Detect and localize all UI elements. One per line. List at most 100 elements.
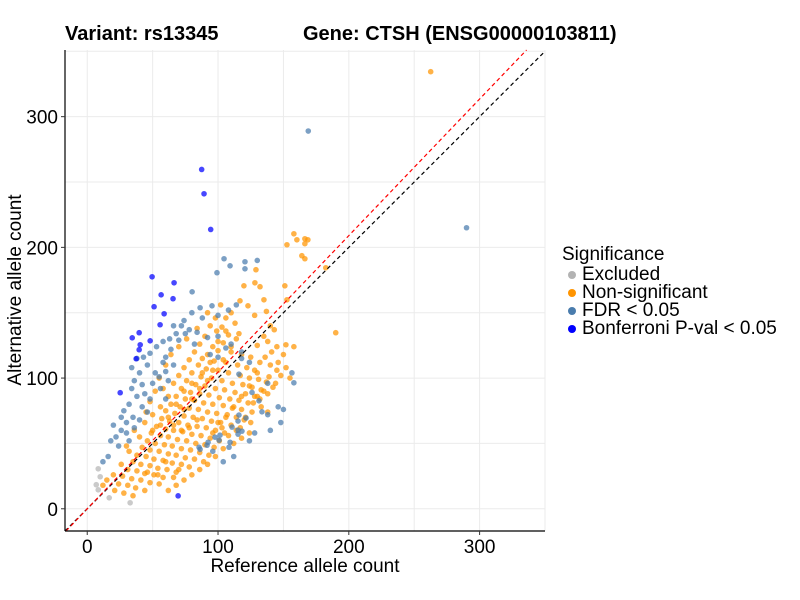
- data-point-non-significant: [191, 456, 198, 462]
- data-point-non-significant: [155, 465, 161, 472]
- data-point-non-significant: [253, 266, 259, 273]
- data-point-non-significant: [164, 466, 170, 473]
- data-point-non-significant: [118, 461, 125, 468]
- data-point-non-significant: [147, 462, 153, 469]
- data-point-fdr-0-05: [217, 432, 223, 438]
- data-point-non-significant: [219, 324, 225, 330]
- data-point-non-significant: [144, 469, 151, 475]
- data-point-non-significant: [242, 390, 249, 397]
- data-point-non-significant: [283, 341, 289, 348]
- data-point-non-significant: [172, 410, 178, 417]
- data-point-non-significant: [322, 264, 329, 271]
- data-point-fdr-0-05: [249, 389, 255, 396]
- data-point-fdr-0-05: [197, 446, 203, 453]
- data-point-non-significant: [168, 401, 174, 408]
- data-point-non-significant: [255, 376, 262, 383]
- data-point-non-significant: [302, 255, 308, 262]
- legend-marker-icon: [568, 271, 576, 279]
- data-point-non-significant: [100, 482, 106, 489]
- data-point-fdr-0-05: [128, 385, 135, 392]
- data-point-fdr-0-05: [199, 315, 206, 321]
- data-point-non-significant: [204, 461, 211, 468]
- data-point-excluded: [127, 499, 133, 506]
- data-point-fdr-0-05: [215, 333, 221, 340]
- axes: [61, 50, 545, 535]
- data-point-non-significant: [271, 326, 278, 333]
- data-point-non-significant: [181, 413, 187, 419]
- data-point-non-significant: [162, 407, 169, 414]
- legend-item: Non-significant: [562, 283, 777, 302]
- data-point-fdr-0-05: [264, 411, 271, 418]
- data-point-non-significant: [170, 427, 177, 434]
- data-point-non-significant: [155, 471, 161, 478]
- legend-item: Excluded: [562, 265, 777, 284]
- data-point-non-significant: [189, 380, 195, 387]
- data-point-fdr-0-05: [107, 438, 114, 444]
- data-point-fdr-0-05: [463, 224, 470, 231]
- data-point-non-significant: [189, 431, 195, 438]
- data-point-non-significant: [225, 370, 232, 376]
- data-point-fdr-0-05: [235, 418, 241, 424]
- data-point-fdr-0-05: [162, 368, 169, 375]
- data-point-non-significant: [160, 474, 166, 481]
- data-point-non-significant: [213, 410, 220, 417]
- data-point-excluded: [95, 487, 102, 493]
- data-point-fdr-0-05: [227, 439, 233, 446]
- data-point-non-significant: [213, 328, 220, 334]
- data-point-non-significant: [272, 380, 279, 387]
- legend-label: Bonferroni P-val < 0.05: [582, 318, 777, 339]
- data-point-non-significant: [141, 487, 148, 494]
- data-point-non-significant: [261, 333, 267, 340]
- data-point-non-significant: [189, 370, 195, 376]
- data-point-non-significant: [232, 320, 238, 326]
- data-point-fdr-0-05: [118, 414, 125, 421]
- data-point-non-significant: [173, 393, 179, 400]
- data-point-fdr-0-05: [264, 380, 271, 387]
- data-point-fdr-0-05: [182, 330, 189, 337]
- data-point-fdr-0-05: [243, 415, 249, 421]
- data-point-non-significant: [165, 487, 172, 494]
- data-point-fdr-0-05: [251, 430, 258, 436]
- data-point-non-significant: [229, 380, 236, 387]
- data-point-non-significant: [199, 355, 206, 362]
- data-point-non-significant: [195, 406, 202, 413]
- data-point-non-significant: [215, 347, 221, 354]
- data-point-non-significant: [194, 325, 200, 332]
- data-point-bonferroni-p-val-0-05: [149, 273, 155, 280]
- data-point-non-significant: [268, 349, 275, 355]
- data-point-fdr-0-05: [110, 422, 117, 428]
- reference-lines: [64, 49, 546, 532]
- data-point-non-significant: [178, 445, 185, 452]
- data-point-non-significant: [170, 422, 177, 428]
- data-point-fdr-0-05: [230, 453, 237, 460]
- data-point-non-significant: [209, 367, 216, 374]
- data-point-non-significant: [215, 338, 221, 345]
- data-point-fdr-0-05: [139, 404, 145, 410]
- data-point-non-significant: [254, 370, 261, 376]
- data-point-non-significant: [203, 424, 210, 431]
- data-point-non-significant: [284, 241, 290, 248]
- data-point-fdr-0-05: [170, 322, 177, 329]
- data-point-non-significant: [104, 477, 110, 483]
- data-point-bonferroni-p-val-0-05: [136, 346, 142, 353]
- data-point-non-significant: [199, 370, 206, 376]
- data-point-non-significant: [143, 453, 149, 460]
- data-point-non-significant: [151, 471, 157, 478]
- data-point-fdr-0-05: [105, 453, 111, 460]
- data-point-fdr-0-05: [173, 330, 179, 337]
- data-point-fdr-0-05: [239, 428, 245, 434]
- data-point-non-significant: [165, 434, 172, 440]
- data-point-fdr-0-05: [141, 390, 148, 397]
- data-point-non-significant: [175, 466, 182, 473]
- data-point-non-significant: [187, 447, 194, 453]
- data-point-non-significant: [209, 430, 216, 436]
- data-point-fdr-0-05: [181, 317, 187, 324]
- data-point-non-significant: [209, 401, 216, 408]
- data-point-non-significant: [123, 443, 130, 449]
- data-point-non-significant: [221, 387, 228, 393]
- data-point-fdr-0-05: [131, 377, 138, 384]
- data-point-non-significant: [173, 482, 179, 489]
- data-point-non-significant: [182, 396, 189, 402]
- data-point-non-significant: [264, 338, 271, 345]
- data-point-non-significant: [247, 354, 254, 360]
